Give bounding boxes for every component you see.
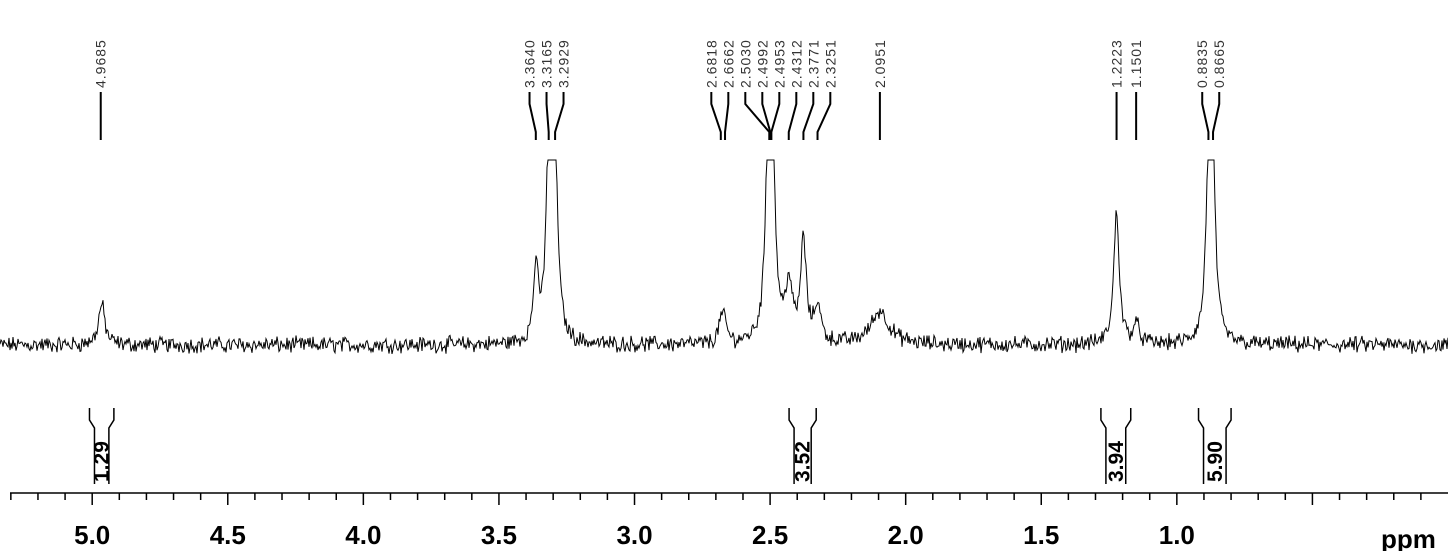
integral-region: 3.94: [1100, 408, 1132, 484]
integral-value: 1.29: [91, 441, 114, 482]
peak-label: 2.6662: [720, 39, 736, 88]
integral-bracket-right: [810, 408, 817, 484]
integral-value: 3.94: [1105, 441, 1128, 482]
x-tick-label: 1.0: [1159, 520, 1195, 550]
peak-connector: [1212, 92, 1221, 140]
x-tick-label: 4.0: [345, 520, 381, 550]
integral-value: 3.52: [792, 441, 815, 482]
integral-bracket-right: [108, 408, 115, 484]
x-axis: 5.0 4.5 4.0 3.5 3.0 2.5 2.0 1.5 1.0: [10, 492, 1448, 550]
peak-label: 2.3251: [822, 39, 838, 88]
peak-label: 0.8835: [1194, 39, 1210, 88]
peak-connector: [554, 92, 565, 140]
integral-bracket-left: [88, 408, 96, 484]
peak-connector: [545, 92, 550, 140]
integral-region: 1.29: [88, 408, 115, 484]
integral-bracket-right: [1225, 408, 1232, 484]
integral-bracket-left: [1197, 408, 1205, 484]
peak-connector: [816, 92, 832, 140]
peak-label: 1.2223: [1109, 39, 1125, 88]
peak-label: 2.3771: [805, 39, 821, 88]
x-tick-label: 4.5: [210, 520, 246, 550]
peak-label: 3.2929: [556, 39, 572, 88]
integrals: 1.29 3.52 3.94 5.90: [88, 408, 1232, 484]
x-tick-label: 3.0: [616, 520, 652, 550]
peak-label: 2.0951: [872, 39, 888, 88]
integral-bracket-left: [1100, 408, 1107, 484]
integral-bracket-left: [788, 408, 795, 484]
peak-connector: [802, 92, 815, 140]
peak-label: 0.8665: [1211, 39, 1227, 88]
integral-region: 5.90: [1197, 408, 1232, 484]
integral-value: 5.90: [1204, 441, 1227, 482]
peak-connector: [770, 92, 781, 140]
x-axis-unit-label: ppm: [1381, 524, 1436, 551]
peak-connector: [744, 92, 771, 140]
x-tick-label: 5.0: [74, 520, 110, 550]
peak-label: 3.3640: [522, 39, 538, 88]
peak-label: 2.4312: [788, 39, 804, 88]
peak-label: 4.9685: [93, 39, 109, 88]
x-tick-label: 2.5: [752, 520, 788, 550]
peak-connector: [761, 92, 772, 140]
x-tick-label: 1.5: [1023, 520, 1059, 550]
peak-label: 2.4992: [754, 39, 770, 88]
peak-labels: 4.9685 3.3640 3.3165 3.2929 2.6818 2.6662 2.50…: [93, 39, 1227, 140]
integral-bracket-right: [1124, 408, 1132, 484]
peak-label: 1.1501: [1128, 39, 1144, 88]
peak-label: 2.4953: [771, 39, 787, 88]
x-tick-label: 2.0: [888, 520, 924, 550]
peak-label: 3.3165: [539, 39, 555, 88]
peak-connector: [710, 92, 722, 140]
peak-label: 2.5030: [737, 39, 753, 88]
peak-connector: [1201, 92, 1210, 140]
x-tick-label: 3.5: [481, 520, 517, 550]
peak-label: 2.6818: [703, 39, 719, 88]
peak-connector: [528, 92, 537, 140]
peak-connector: [724, 92, 730, 140]
spectrum-trace: [0, 159, 1448, 355]
spectrum-line: [0, 159, 1448, 355]
integral-region: 3.52: [788, 408, 817, 484]
peak-connector: [787, 92, 798, 140]
